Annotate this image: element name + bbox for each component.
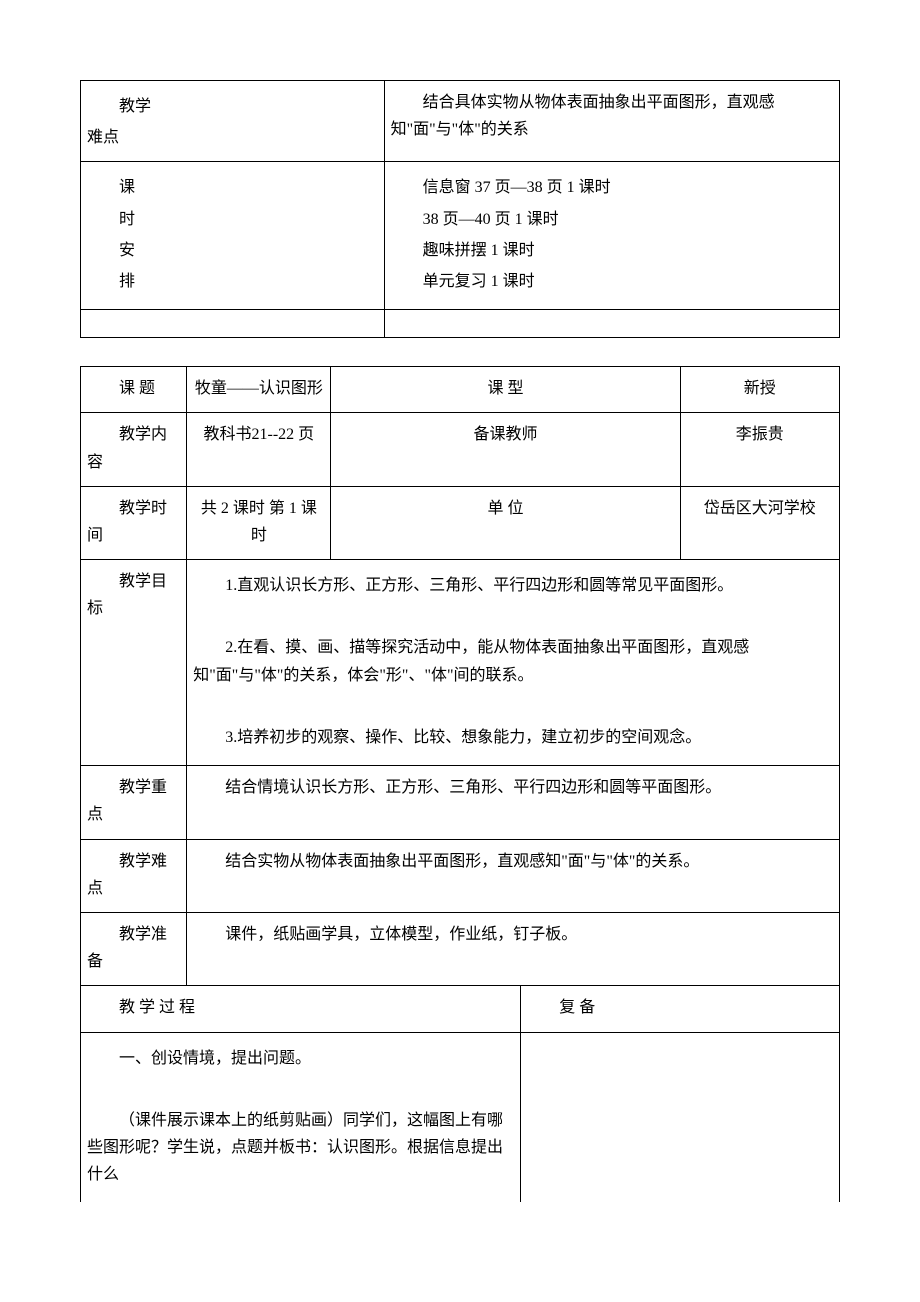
cell-label: 教学难点 xyxy=(81,839,187,912)
text: 安 xyxy=(87,237,378,264)
text: 教学 xyxy=(87,93,378,120)
cell-label: 备课教师 xyxy=(331,413,680,486)
table-row-empty xyxy=(81,310,840,338)
cell-label: 教学 难点 xyxy=(81,81,385,162)
text: （课件展示课本上的纸剪贴画）同学们，这幅图上有哪些图形呢？学生说，点题并板书：认… xyxy=(87,1107,514,1189)
text: 复 备 xyxy=(527,994,833,1021)
text: 教学准备 xyxy=(87,921,180,975)
text: 课 型 xyxy=(488,380,524,397)
text: 课件，纸贴画学具，立体模型，作业纸，钉子板。 xyxy=(193,921,833,948)
text: 新授 xyxy=(744,380,776,397)
text: 教学重点 xyxy=(87,774,180,828)
text: 课 题 xyxy=(87,375,180,402)
cell-value: 信息窗 37 页—38 页 1 课时 38 页—40 页 1 课时 趣味拼摆 1… xyxy=(384,162,839,310)
text: 3.培养初步的观察、操作、比较、想象能力，建立初步的空间观念。 xyxy=(193,724,833,751)
table-lower: 课 题 牧童——认识图形 课 型 新授 教学内容 教科书21--22 页 备课教… xyxy=(80,366,840,1202)
text: 共 2 课时 第 1 课时 xyxy=(201,500,317,544)
cell-value: 课件，纸贴画学具，立体模型，作业纸，钉子板。 xyxy=(187,912,840,985)
text: 李振贵 xyxy=(736,426,784,443)
text: 信息窗 37 页—38 页 1 课时 xyxy=(391,174,833,201)
text: 排 xyxy=(87,268,378,295)
cell-empty xyxy=(521,1032,840,1202)
text: 2.在看、摸、画、描等探究活动中，能从物体表面抽象出平面图形，直观感知"面"与"… xyxy=(193,634,833,688)
table-upper: 教学 难点 结合具体实物从物体表面抽象出平面图形，直观感知"面"与"体"的关系 … xyxy=(80,80,840,338)
cell-label: 教学时间 xyxy=(81,486,187,559)
table-row: 教 学 过 程 复 备 xyxy=(81,986,840,1032)
text: 结合实物从物体表面抽象出平面图形，直观感知"面"与"体"的关系。 xyxy=(193,848,833,875)
table-row: 教学准备 课件，纸贴画学具，立体模型，作业纸，钉子板。 xyxy=(81,912,840,985)
cell-label: 教学准备 xyxy=(81,912,187,985)
text: 岱岳区大河学校 xyxy=(704,500,816,517)
cell-value: 李振贵 xyxy=(680,413,839,486)
table-row: 教学 难点 结合具体实物从物体表面抽象出平面图形，直观感知"面"与"体"的关系 xyxy=(81,81,840,162)
text: 教 学 过 程 xyxy=(87,994,514,1021)
text: 教科书21--22 页 xyxy=(204,426,315,443)
text: 结合情境认识长方形、正方形、三角形、平行四边形和圆等平面图形。 xyxy=(193,774,833,801)
text: 教学时间 xyxy=(87,495,180,549)
text: 趣味拼摆 1 课时 xyxy=(391,237,833,264)
table-row: 一、创设情境，提出问题。 （课件展示课本上的纸剪贴画）同学们，这幅图上有哪些图形… xyxy=(81,1032,840,1202)
cell-value: 一、创设情境，提出问题。 （课件展示课本上的纸剪贴画）同学们，这幅图上有哪些图形… xyxy=(81,1032,521,1202)
cell-label: 教学重点 xyxy=(81,766,187,839)
cell-label: 课 题 xyxy=(81,367,187,413)
cell-value: 结合情境认识长方形、正方形、三角形、平行四边形和圆等平面图形。 xyxy=(187,766,840,839)
text: 备课教师 xyxy=(474,426,538,443)
text: 教学目标 xyxy=(87,568,180,622)
table-row: 教学目标 1.直观认识长方形、正方形、三角形、平行四边形和圆等常见平面图形。 2… xyxy=(81,560,840,766)
cell-value: 新授 xyxy=(680,367,839,413)
text: 难点 xyxy=(87,129,119,146)
text: 单 位 xyxy=(488,500,524,517)
cell-value: 结合实物从物体表面抽象出平面图形，直观感知"面"与"体"的关系。 xyxy=(187,839,840,912)
cell-label: 课 型 xyxy=(331,367,680,413)
cell-value: 牧童——认识图形 xyxy=(187,367,331,413)
table-row: 教学重点 结合情境认识长方形、正方形、三角形、平行四边形和圆等平面图形。 xyxy=(81,766,840,839)
text: 课 xyxy=(87,174,378,201)
cell-value: 1.直观认识长方形、正方形、三角形、平行四边形和圆等常见平面图形。 2.在看、摸… xyxy=(187,560,840,766)
cell-value: 共 2 课时 第 1 课时 xyxy=(187,486,331,559)
cell-value: 岱岳区大河学校 xyxy=(680,486,839,559)
cell-value: 结合具体实物从物体表面抽象出平面图形，直观感知"面"与"体"的关系 xyxy=(384,81,839,162)
table-row: 课 题 牧童——认识图形 课 型 新授 xyxy=(81,367,840,413)
text: 结合具体实物从物体表面抽象出平面图形，直观感知"面"与"体"的关系 xyxy=(391,94,775,138)
table-row: 课 时 安 排 信息窗 37 页—38 页 1 课时 38 页—40 页 1 课… xyxy=(81,162,840,310)
cell-label: 课 时 安 排 xyxy=(81,162,385,310)
text: 1.直观认识长方形、正方形、三角形、平行四边形和圆等常见平面图形。 xyxy=(193,572,833,599)
text: 牧童——认识图形 xyxy=(195,380,323,397)
text: 单元复习 1 课时 xyxy=(391,268,833,295)
cell-value: 教科书21--22 页 xyxy=(187,413,331,486)
table-row: 教学时间 共 2 课时 第 1 课时 单 位 岱岳区大河学校 xyxy=(81,486,840,559)
cell-label: 教学内容 xyxy=(81,413,187,486)
text: 38 页—40 页 1 课时 xyxy=(391,206,833,233)
cell-label: 复 备 xyxy=(521,986,840,1032)
cell-label: 单 位 xyxy=(331,486,680,559)
table-row: 教学内容 教科书21--22 页 备课教师 李振贵 xyxy=(81,413,840,486)
cell-label: 教 学 过 程 xyxy=(81,986,521,1032)
text: 时 xyxy=(87,206,378,233)
text: 一、创设情境，提出问题。 xyxy=(87,1045,514,1072)
cell-label: 教学目标 xyxy=(81,560,187,766)
table-row: 教学难点 结合实物从物体表面抽象出平面图形，直观感知"面"与"体"的关系。 xyxy=(81,839,840,912)
text: 教学难点 xyxy=(87,848,180,902)
text: 教学内容 xyxy=(87,421,180,475)
